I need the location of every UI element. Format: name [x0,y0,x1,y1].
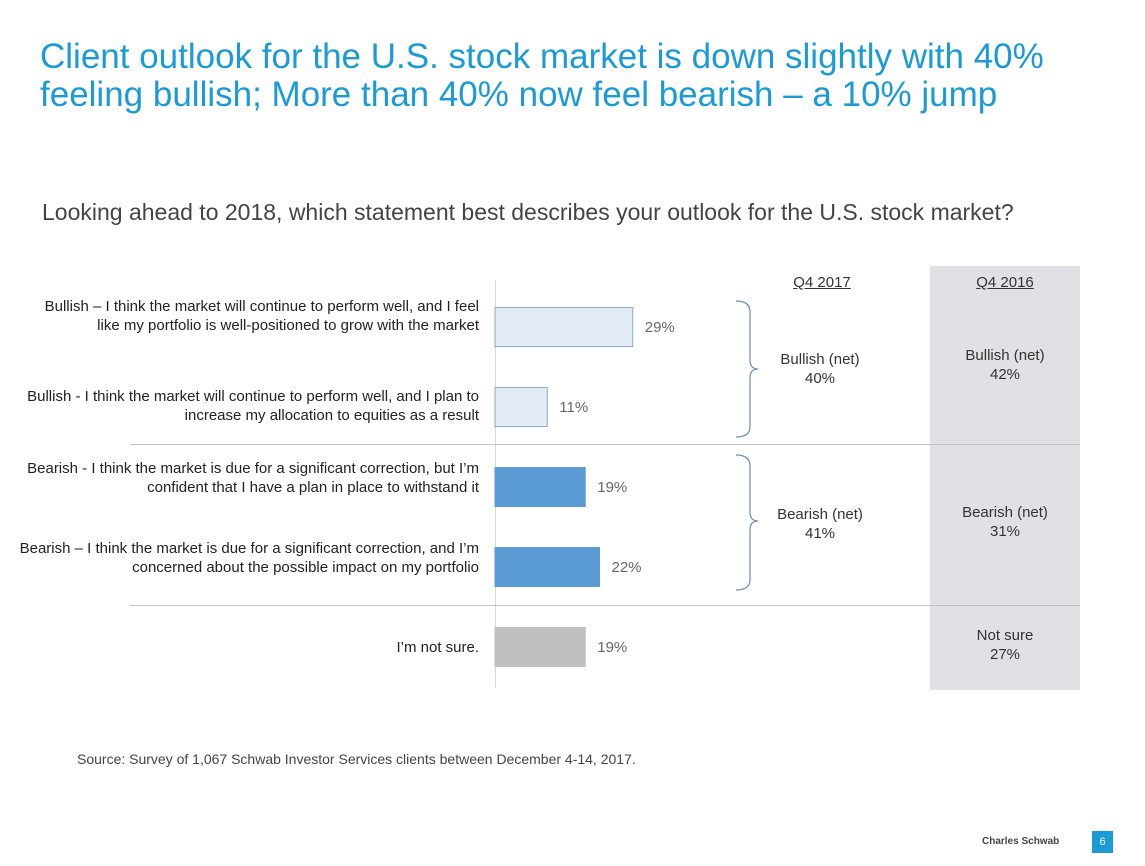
page-title: Client outlook for the U.S. stock market… [40,37,1044,114]
bullish-bracket [735,300,759,438]
category-label: I’m not sure. [396,639,479,656]
net-label: Bullish (net) [965,347,1045,364]
net-value: 27% [989,646,1021,663]
category-label: Bearish – I think the market is due for … [19,540,479,576]
survey-question: Looking ahead to 2018, which statement b… [42,199,1014,225]
q4-2017-bullish-net: Bullish (net) 40% [750,350,890,388]
net-label: Bearish (net) [777,506,863,523]
bar [494,547,600,587]
q4-2016-bullish-net: Bullish (net) 42% [935,346,1075,384]
category-label: Bearish - I think the market is due for … [27,460,479,496]
bar-value-label: 11% [559,399,588,416]
column-header-q4-2017: Q4 2017 [793,274,851,291]
bar [494,467,586,507]
net-label: Bullish (net) [780,351,860,368]
page-number: 6 [1092,831,1113,853]
bar-value-label: 19% [597,479,627,496]
bearish-bracket [735,454,759,591]
net-value: 31% [989,523,1021,540]
net-value: 41% [804,525,836,542]
q4-2016-column-background [930,266,1080,690]
bar [494,307,634,347]
section-divider [130,605,1080,606]
bar-value-label: 22% [612,559,642,576]
net-value: 42% [989,366,1021,383]
section-divider [130,444,1080,445]
bar [494,627,586,667]
column-header-q4-2016: Q4 2016 [976,274,1034,291]
net-value: 40% [804,370,836,387]
bar-value-label: 29% [645,319,675,336]
q4-2016-bearish-net: Bearish (net) 31% [935,503,1075,541]
q4-2017-bearish-net: Bearish (net) 41% [750,505,890,543]
bar [494,387,548,427]
category-label: Bullish – I think the market will contin… [44,298,479,334]
source-note: Source: Survey of 1,067 Schwab Investor … [77,751,636,767]
brand-name: Charles Schwab [982,836,1060,847]
bar-value-label: 19% [597,639,627,656]
net-label: Bearish (net) [962,504,1048,521]
q4-2016-not-sure: Not sure 27% [935,626,1075,664]
net-label: Not sure [976,627,1034,644]
category-label: Bullish - I think the market will contin… [27,388,479,424]
